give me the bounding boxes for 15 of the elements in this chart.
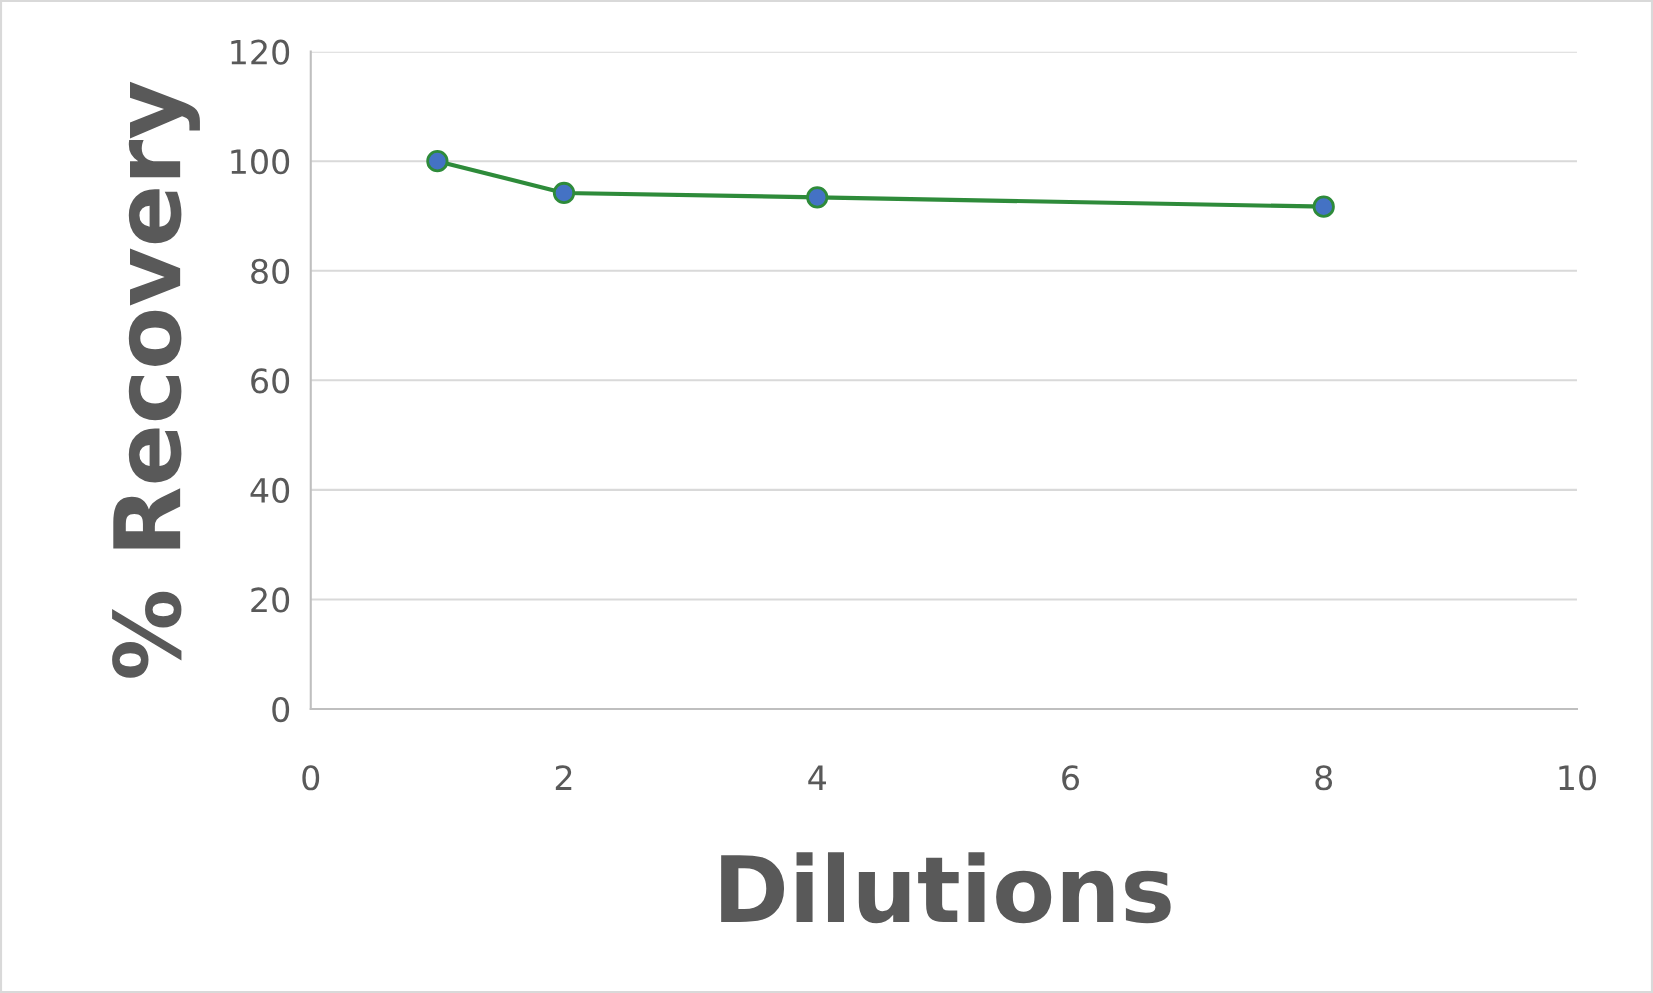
y-tick-label: 80 [251,258,290,284]
y-tick-label: 60 [251,368,290,394]
y-tick-label: 0 [272,696,290,723]
x-tick-label: 4 [808,765,826,790]
y-tick-label: 100 [231,149,290,175]
x-tick-label: 2 [555,765,572,790]
x-tick-label: 0 [302,765,320,791]
x-axis-title: Dilutions [721,852,1171,924]
y-tick-label: 120 [231,39,290,65]
x-tick-label: 6 [1062,765,1079,791]
y-tick-label: 20 [251,587,290,613]
x-tick-label: 8 [1315,765,1333,791]
x-tick-label: 10 [1559,765,1596,791]
y-axis-title: % Recovery [112,81,200,678]
y-tick-label: 40 [250,477,290,504]
